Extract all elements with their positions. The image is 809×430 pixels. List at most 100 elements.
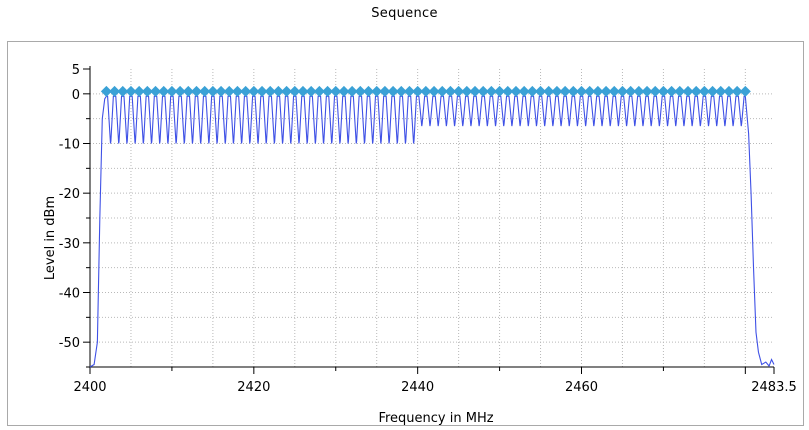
y-tick-label: -20 xyxy=(59,187,80,202)
diamond-marker xyxy=(199,85,211,97)
diamond-marker xyxy=(461,85,473,97)
diamond-marker xyxy=(174,85,186,97)
y-tick-label: 5 xyxy=(72,63,80,78)
diamond-marker xyxy=(436,85,448,97)
diamond-marker xyxy=(338,85,350,97)
x-tick-label: 2420 xyxy=(237,380,270,395)
y-tick-label: -40 xyxy=(59,287,80,302)
diamond-marker xyxy=(518,85,530,97)
x-tick-label: 2440 xyxy=(401,380,434,395)
diamond-marker xyxy=(682,85,694,97)
diamond-marker xyxy=(256,85,268,97)
diamond-marker xyxy=(387,85,399,97)
diamond-marker xyxy=(281,85,293,97)
diamond-marker xyxy=(297,85,309,97)
diamond-marker xyxy=(698,85,710,97)
diamond-marker xyxy=(428,85,440,97)
diamond-marker xyxy=(395,85,407,97)
diamond-marker xyxy=(641,85,653,97)
diamond-marker xyxy=(649,85,661,97)
diamond-marker xyxy=(133,85,145,97)
diamond-marker xyxy=(739,85,751,97)
diamond-marker xyxy=(412,85,424,97)
diamond-marker xyxy=(584,85,596,97)
diamond-marker xyxy=(207,85,219,97)
diamond-marker xyxy=(264,85,276,97)
tick-labels: 5 0 -10 -20 -30 -40 -50 2400 2420 2440 2460 2483.5 xyxy=(59,63,797,395)
diamond-marker xyxy=(289,85,301,97)
diamond-marker xyxy=(100,85,112,97)
chart-title: Sequence xyxy=(371,6,438,21)
diamond-marker xyxy=(354,85,366,97)
diamond-marker xyxy=(477,85,489,97)
diamond-marker xyxy=(535,85,547,97)
diamond-marker xyxy=(567,85,579,97)
diamond-marker xyxy=(485,85,497,97)
y-tick-label: 0 xyxy=(72,88,80,103)
diamond-marker xyxy=(125,85,137,97)
diamond-marker xyxy=(707,85,719,97)
diamond-marker xyxy=(117,85,129,97)
diamond-marker xyxy=(150,85,162,97)
diamond-marker xyxy=(616,85,628,97)
diamond-marker xyxy=(575,85,587,97)
diamond-marker xyxy=(313,85,325,97)
diamond-marker xyxy=(723,85,735,97)
diamond-marker xyxy=(526,85,538,97)
diamond-marker xyxy=(109,85,121,97)
diamond-marker xyxy=(403,85,415,97)
diamond-marker xyxy=(223,85,235,97)
diamond-marker xyxy=(371,85,383,97)
diamond-marker xyxy=(715,85,727,97)
grid xyxy=(90,69,774,367)
diamond-marker xyxy=(420,85,432,97)
diamond-marker xyxy=(453,85,465,97)
x-axis-label: Frequency in MHz xyxy=(378,411,493,425)
diamond-marker xyxy=(330,85,342,97)
diamond-marker xyxy=(666,85,678,97)
diamond-marker xyxy=(731,85,743,97)
y-tick-label: -50 xyxy=(59,336,80,351)
diamond-marker xyxy=(272,85,284,97)
markers xyxy=(100,85,751,97)
diamond-marker xyxy=(305,85,317,97)
diamond-marker xyxy=(379,85,391,97)
diamond-marker xyxy=(231,85,243,97)
axes xyxy=(83,66,775,374)
series-line-trace xyxy=(89,95,775,368)
diamond-marker xyxy=(551,85,563,97)
diamond-marker xyxy=(600,85,612,97)
chart-frame: 5 0 -10 -20 -30 -40 -50 2400 2420 2440 2460 2483.5 … xyxy=(7,41,804,426)
diamond-marker xyxy=(158,85,170,97)
diamond-marker xyxy=(346,85,358,97)
diamond-marker xyxy=(322,85,334,97)
y-tick-label: -10 xyxy=(59,138,80,153)
diamond-marker xyxy=(166,85,178,97)
diamond-marker xyxy=(502,85,514,97)
diamond-marker xyxy=(240,85,252,97)
diamond-marker xyxy=(625,85,637,97)
x-tick-label: 2460 xyxy=(565,380,598,395)
diamond-marker xyxy=(690,85,702,97)
series xyxy=(89,95,775,368)
diamond-marker xyxy=(248,85,260,97)
y-axis-label: Level in dBm xyxy=(43,196,58,280)
x-tick-label: 2400 xyxy=(73,380,106,395)
diamond-marker xyxy=(190,85,202,97)
diamond-marker xyxy=(633,85,645,97)
diamond-marker xyxy=(657,85,669,97)
diamond-marker xyxy=(141,85,153,97)
diamond-marker xyxy=(494,85,506,97)
diamond-marker xyxy=(543,85,555,97)
diamond-marker xyxy=(608,85,620,97)
diamond-marker xyxy=(444,85,456,97)
x-tick-label: 2483.5 xyxy=(751,380,797,395)
diamond-marker xyxy=(559,85,571,97)
diamond-marker xyxy=(674,85,686,97)
diamond-marker xyxy=(592,85,604,97)
y-tick-label: -30 xyxy=(59,237,80,252)
diamond-marker xyxy=(215,85,227,97)
diamond-marker xyxy=(363,85,375,97)
diamond-marker xyxy=(469,85,481,97)
